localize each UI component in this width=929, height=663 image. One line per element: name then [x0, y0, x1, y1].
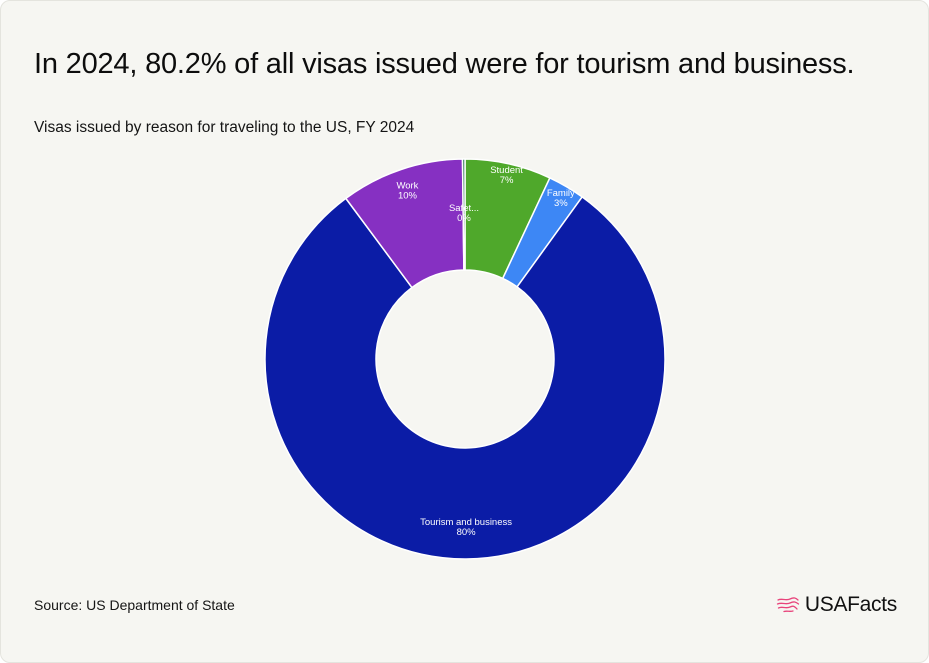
donut-slices — [264, 158, 666, 560]
us-map-icon — [776, 597, 800, 613]
slice-value-tourism-and-business: 80% — [457, 527, 477, 538]
slice-tourism-and-business — [264, 196, 666, 560]
slice-label-safety: Safet... — [449, 203, 479, 214]
slice-safety — [461, 158, 466, 271]
usafacts-logo: USAFacts — [776, 593, 897, 617]
slice-value-family: 3% — [554, 198, 568, 209]
slice-label-student: Student — [490, 165, 523, 176]
source-note: Source: US Department of State — [34, 597, 235, 613]
slice-label-family: Family — [547, 188, 575, 199]
slice-value-safety: 0% — [457, 213, 471, 224]
brand-name: USAFacts — [804, 593, 897, 616]
slice-label-work: Work — [396, 180, 418, 191]
slice-value-work: 10% — [398, 190, 418, 201]
slice-label-tourism-and-business: Tourism and business — [420, 517, 512, 528]
chart-title: In 2024, 80.2% of all visas issued were … — [34, 48, 855, 80]
slice-value-student: 7% — [500, 175, 514, 186]
chart-subtitle: Visas issued by reason for traveling to … — [34, 119, 415, 136]
